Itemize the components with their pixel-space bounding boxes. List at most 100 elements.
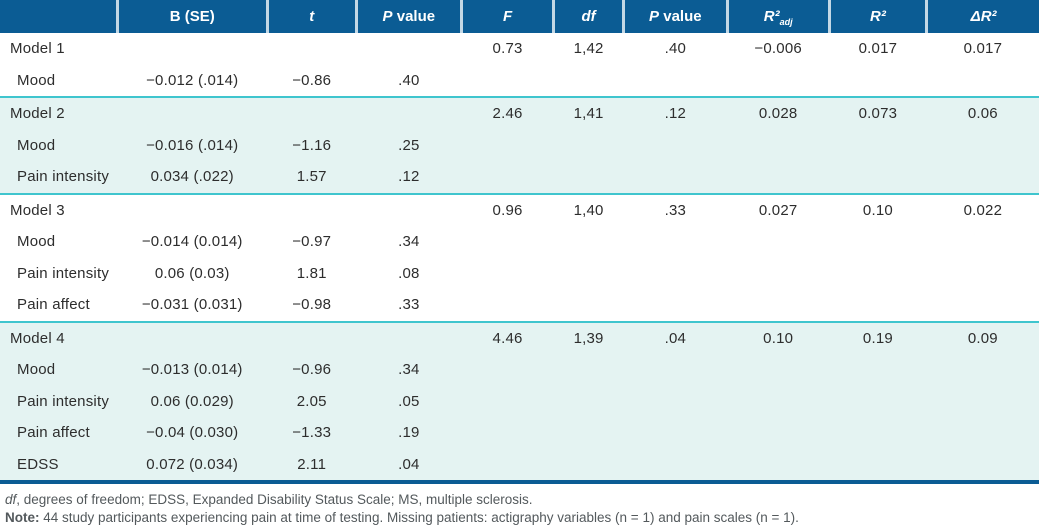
footnotes: df, degrees of freedom; EDSS, Expanded D… <box>0 484 1039 527</box>
table-cell: .05 <box>398 392 420 410</box>
table-cell: EDSS <box>17 455 59 473</box>
table-cell <box>461 226 553 258</box>
table-cell <box>554 289 624 322</box>
table-cell <box>554 161 624 194</box>
table-cell <box>623 354 727 386</box>
table-cell: 0.73 <box>492 40 523 58</box>
table-cell: .34 <box>398 233 420 251</box>
table-cell: −0.016 (.014) <box>146 136 239 154</box>
table-cell <box>623 258 727 290</box>
table-cell <box>727 449 829 483</box>
column-header: R² <box>829 0 929 33</box>
table-cell <box>461 386 553 418</box>
column-header-symbol: F <box>502 8 513 25</box>
table-cell: −0.97 <box>292 233 332 251</box>
predictor-row: EDSS 0.072 (0.034) 2.11 .04 <box>0 449 1039 483</box>
table-cell <box>356 33 461 65</box>
predictor-row: Mood −0.014 (0.014) −0.97 .34 <box>0 226 1039 258</box>
predictor-row: Pain intensity 0.06 (0.03) 1.81 .08 <box>0 258 1039 290</box>
table-cell <box>623 417 727 449</box>
footnote-note: Note: 44 study participants experiencing… <box>5 509 1033 527</box>
table-cell <box>117 96 268 130</box>
table-cell <box>554 65 624 98</box>
table-cell: −0.86 <box>292 71 332 89</box>
column-header: F <box>461 0 556 33</box>
table-cell <box>829 354 927 386</box>
table-cell: 0.028 <box>727 96 830 130</box>
model-group: Model 4 4.46 1,39.04 0.10 0.19 0.09 Mood −0.013… <box>0 320 1039 483</box>
predictor-row: Mood −0.012 (.014) −0.86 .40 <box>0 65 1039 98</box>
table-cell: 1,39 <box>553 320 624 354</box>
table-cell <box>623 161 727 194</box>
table-cell: 2.11 <box>297 455 327 473</box>
predictor-row: Mood −0.016 (.014) −1.16 .25 <box>0 130 1039 162</box>
table-cell: .40 <box>398 71 420 89</box>
footnote-abbrev-text: , degrees of freedom; EDSS, Expanded Dis… <box>16 492 533 507</box>
predictor-row: Pain affect −0.031 (0.031) −0.98 .33 <box>0 289 1039 322</box>
predictor-row: Pain intensity 0.034 (.022) 1.57 .12 <box>0 161 1039 194</box>
table-cell <box>829 161 927 194</box>
table-cell: Model 4 <box>0 320 118 354</box>
table-cell <box>117 320 268 354</box>
table-cell: −0.006 <box>754 40 802 58</box>
table-cell: .08 <box>398 264 420 282</box>
table-cell <box>267 320 357 354</box>
table-cell <box>461 417 553 449</box>
table-cell: 0.09 <box>926 320 1039 354</box>
table-cell: Model 3 <box>0 192 118 226</box>
table-cell: 1,40 <box>553 192 624 226</box>
table-cell: .12 <box>398 168 420 186</box>
table-cell <box>927 130 1039 162</box>
column-header-label: value <box>659 8 702 25</box>
table-cell <box>927 161 1039 194</box>
column-header-label: B (SE) <box>169 8 215 25</box>
table-cell <box>623 226 727 258</box>
table-cell <box>727 130 829 162</box>
table-cell: 1,41 <box>553 96 624 130</box>
table-cell: Mood <box>17 233 56 251</box>
table-cell: −0.012 (.014) <box>146 71 239 89</box>
column-header: R²adj <box>727 0 831 33</box>
table-cell: 0.072 (0.034) <box>146 455 239 473</box>
table-cell: Pain affect <box>17 424 90 442</box>
predictor-row: Pain affect −0.04 (0.030) −1.33 .19 <box>0 417 1039 449</box>
table-cell <box>927 258 1039 290</box>
table-cell: Mood <box>17 361 56 379</box>
table-cell <box>117 192 268 226</box>
table-cell: 2.46 <box>461 96 554 130</box>
model-group: Model 2 2.46 1,41.12 0.028 0.073 0.06 Mood −0.0… <box>0 96 1039 194</box>
table-cell <box>727 289 829 322</box>
table-cell <box>829 65 927 98</box>
footnote-df-abbrev: df <box>5 492 17 507</box>
table-cell: 4.46 <box>461 320 554 354</box>
table-cell <box>727 354 829 386</box>
table-cell <box>623 386 727 418</box>
table-cell: .04 <box>398 455 420 473</box>
model-row: Model 2 2.46 1,41.12 0.028 0.073 0.06 <box>0 96 1039 130</box>
table-cell <box>829 417 927 449</box>
column-header: P value <box>356 0 463 33</box>
table-cell: Model 2 <box>0 96 118 130</box>
column-header-subscript: adj <box>779 17 793 27</box>
table-cell <box>927 65 1039 98</box>
column-header: ΔR² <box>926 0 1039 33</box>
table-cell: .04 <box>623 320 728 354</box>
table-cell: 1.81 <box>296 264 327 282</box>
table-cell <box>727 65 829 98</box>
table-cell: Mood <box>17 136 56 154</box>
column-header: t <box>267 0 358 33</box>
table-cell <box>461 258 553 290</box>
table-cell: 0.073 <box>829 96 927 130</box>
column-header-symbol: R² <box>763 8 780 25</box>
table-cell <box>267 33 356 65</box>
table-cell: .33 <box>623 192 728 226</box>
table-cell: 0.034 (.022) <box>150 168 234 186</box>
table-cell <box>461 289 553 322</box>
model-group: Model 3 0.96 1,40.33 0.027 0.10 0.022 Mood −0.0… <box>0 192 1039 322</box>
table-cell <box>727 417 829 449</box>
footnote-note-text: 44 study participants experiencing pain … <box>39 509 799 525</box>
table-cell: .25 <box>398 136 420 154</box>
